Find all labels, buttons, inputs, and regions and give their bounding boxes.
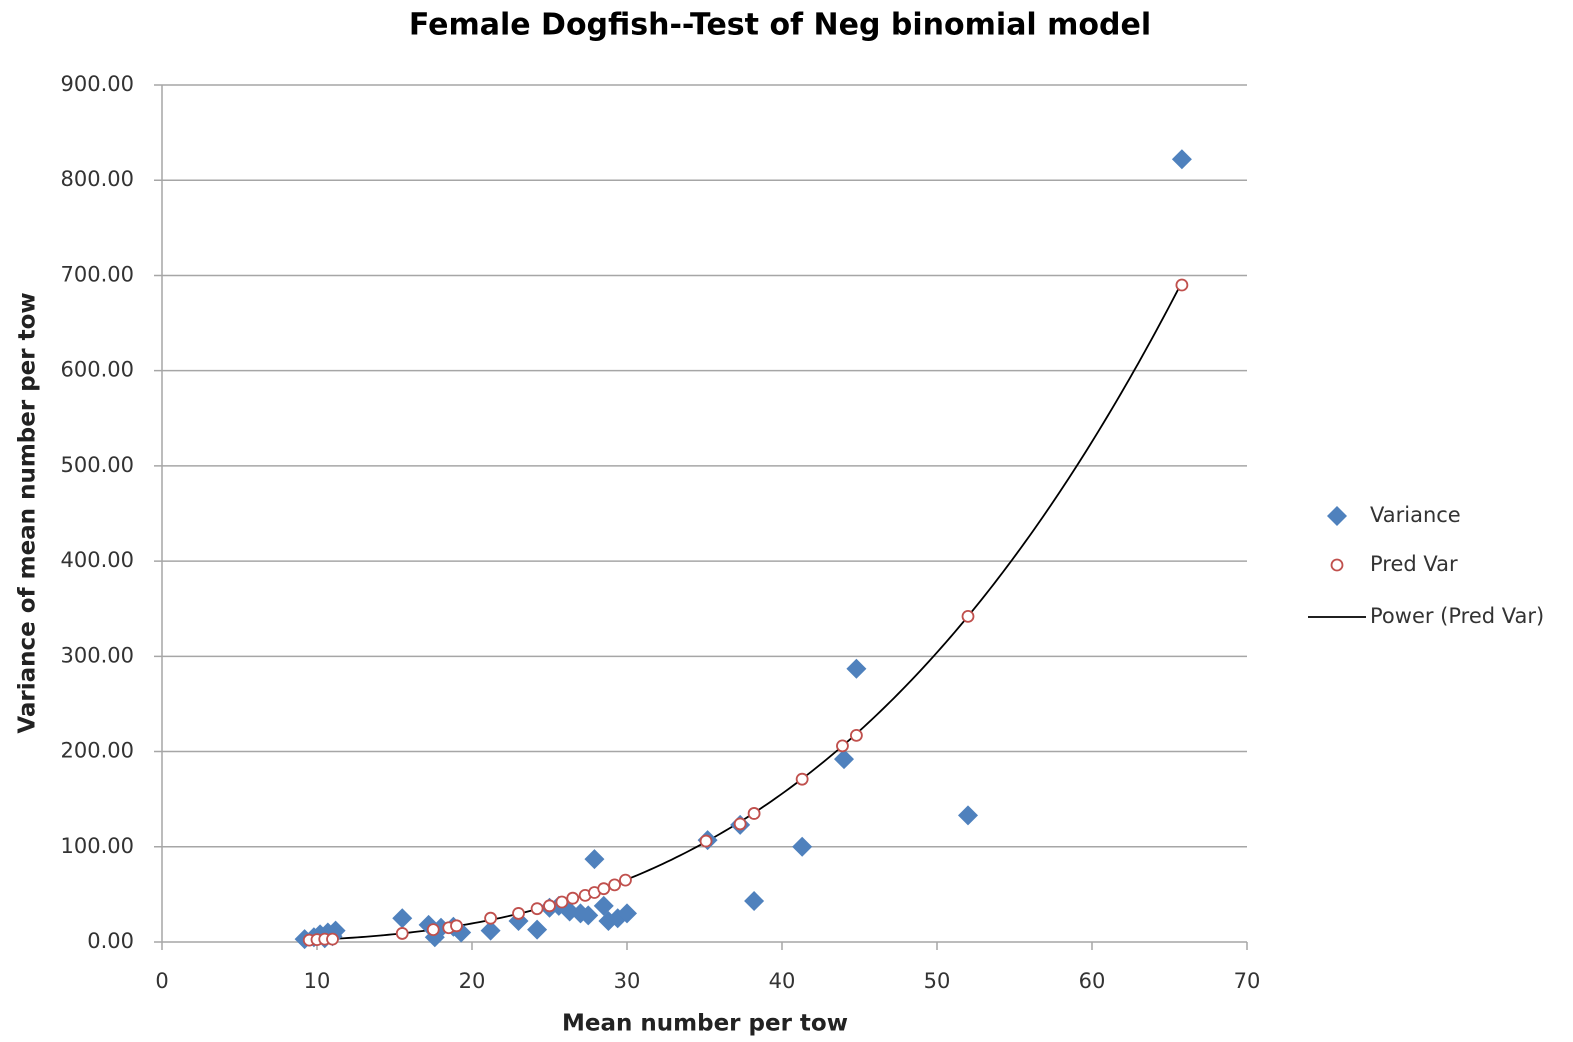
legend-label: Pred Var [1370, 552, 1458, 576]
circle-point [326, 932, 339, 946]
circle-point [619, 873, 632, 887]
circle-point [961, 609, 975, 623]
legend-marker [1330, 558, 1344, 572]
y-tick-label: 800.00 [61, 167, 134, 191]
y-axis-title: Variance of mean number per tow [15, 292, 41, 733]
legend-label: Power (Pred Var) [1370, 604, 1544, 628]
circle-point [555, 895, 569, 909]
circle-point [1175, 278, 1189, 292]
trendline [309, 281, 1183, 941]
diamond-point [846, 658, 867, 679]
diamond-point [834, 749, 854, 770]
diamond-point [392, 908, 413, 929]
x-axis-title: Mean number per tow [562, 1011, 848, 1037]
diamond-point [578, 905, 599, 926]
y-tick-label: 400.00 [61, 548, 134, 572]
circle-point [530, 902, 544, 916]
circle-point [512, 907, 525, 920]
diamond-point [792, 836, 813, 857]
y-tick-label: 300.00 [61, 643, 134, 667]
circle-point [426, 923, 440, 937]
y-tick-label: 600.00 [61, 358, 134, 382]
diamond-point [744, 891, 765, 912]
y-tick-label: 700.00 [61, 262, 134, 286]
x-tick-label: 30 [614, 969, 641, 993]
x-tick-label: 40 [769, 969, 796, 993]
y-tick-label: 200.00 [61, 739, 134, 763]
chart-title: Female Dogfish--Test of Neg binomial mod… [409, 8, 1151, 43]
x-tick-label: 0 [155, 969, 168, 993]
x-tick-label: 50 [924, 969, 951, 993]
diamond-point [527, 919, 548, 940]
legend-label: Variance [1370, 503, 1461, 527]
y-tick-label: 900.00 [61, 72, 134, 96]
circle-point [566, 891, 580, 905]
circle-point [484, 911, 498, 925]
diamond-point [958, 805, 978, 826]
diamond-point [1171, 149, 1192, 170]
circle-point [850, 728, 863, 742]
y-tick-label: 100.00 [61, 834, 134, 858]
x-tick-label: 70 [1234, 969, 1261, 993]
x-tick-label: 60 [1079, 969, 1106, 993]
legend-marker [1327, 506, 1347, 526]
x-tick-label: 10 [304, 969, 331, 993]
diamond-point [480, 920, 501, 941]
circle-point [450, 919, 463, 933]
circle-point [795, 772, 809, 786]
circle-point [836, 739, 849, 753]
y-tick-label: 500.00 [61, 453, 134, 477]
circle-point [747, 807, 761, 820]
circle-point [733, 817, 747, 831]
x-tick-label: 20 [459, 969, 486, 993]
diamond-point [617, 903, 637, 924]
circle-point [543, 899, 556, 913]
diamond-point [593, 895, 614, 916]
circle-point [608, 878, 621, 892]
y-tick-label: 0.00 [87, 929, 134, 953]
circle-point [699, 834, 713, 848]
circle-point [395, 927, 409, 940]
circle-point [597, 882, 611, 896]
diamond-point [584, 849, 605, 870]
